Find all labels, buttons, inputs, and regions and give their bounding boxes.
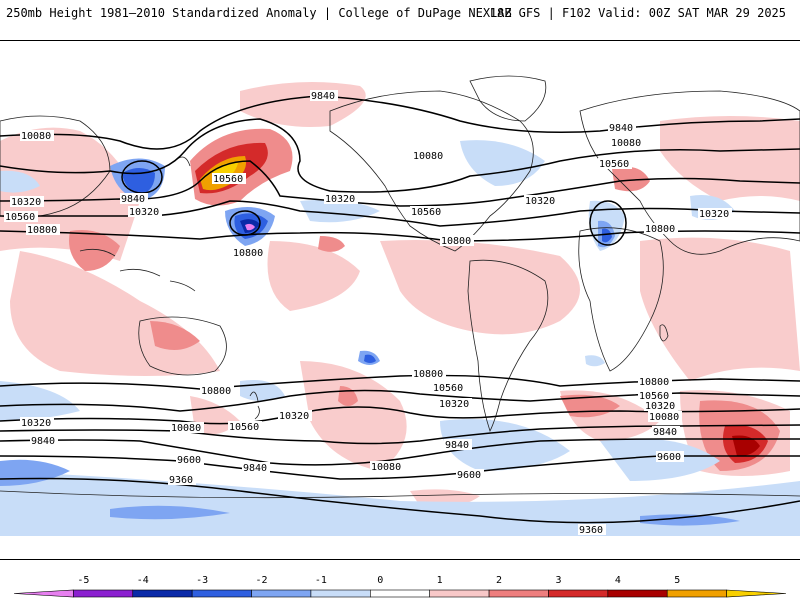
contour-label: 10560 xyxy=(599,159,629,170)
colorbar-swatch xyxy=(251,589,312,598)
contour-label: 9840 xyxy=(121,194,145,205)
contour-label: 9600 xyxy=(457,470,481,481)
contour-label: 10320 xyxy=(129,207,159,218)
anomaly-shading xyxy=(0,82,800,536)
colorbar-swatch xyxy=(548,589,609,598)
contour-label: 10320 xyxy=(21,418,51,429)
colorbar: -5 -4 -3 -2 -1 0 1 2 3 4 5 xyxy=(0,560,800,600)
contour-label: 10800 xyxy=(27,225,57,236)
colorbar-tick-label: 0 xyxy=(377,575,383,586)
contour-label: 10320 xyxy=(325,194,355,205)
colorbar-tick-label: -2 xyxy=(256,575,268,586)
colorbar-tick-label: -5 xyxy=(77,575,89,586)
contour-label: 10320 xyxy=(525,196,555,207)
contour-label: 10080 xyxy=(371,462,401,473)
contour-label: 9840 xyxy=(653,427,677,438)
contour-label: 10560 xyxy=(639,391,669,402)
contour-label: 10320 xyxy=(645,401,675,412)
contour-label: 10320 xyxy=(11,197,41,208)
colorbar-tick-label: 5 xyxy=(674,575,680,586)
colorbar-tick-label: -4 xyxy=(137,575,149,586)
contour-label: 10800 xyxy=(639,377,669,388)
contour-label: 10800 xyxy=(413,369,443,380)
colorbar-tick-label: 3 xyxy=(555,575,561,586)
contour-label: 10320 xyxy=(699,209,729,220)
contour-label: 10560 xyxy=(411,207,441,218)
colorbar-tick-labels: -5 -4 -3 -2 -1 0 1 2 3 4 5 xyxy=(77,575,680,586)
map-title: 250mb Height 1981–2010 Standardized Anom… xyxy=(6,6,512,20)
colorbar-tick-label: 1 xyxy=(437,575,443,586)
colorbar-swatch xyxy=(726,589,787,598)
colorbar-tick-label: 2 xyxy=(496,575,502,586)
colorbar-swatch xyxy=(73,589,134,598)
colorbar-swatch xyxy=(132,589,193,598)
colorbar-swatches xyxy=(13,589,787,598)
colorbar-tick-label: 4 xyxy=(615,575,621,586)
colorbar-swatch xyxy=(13,589,74,598)
contour-label: 9840 xyxy=(31,436,55,447)
contour-label: 9840 xyxy=(311,91,335,102)
contour-label: 10080 xyxy=(649,412,679,423)
contour-label: 9840 xyxy=(445,440,469,451)
colorbar-swatch xyxy=(488,589,549,598)
contour-label: 9360 xyxy=(579,525,603,536)
contour-label: 10320 xyxy=(279,411,309,422)
contour-label: 10560 xyxy=(213,174,243,185)
colorbar-tick-label: -3 xyxy=(196,575,208,586)
contour-label: 10800 xyxy=(441,236,471,247)
contour-labels: 9840 10080 10080 10320 10560 9840 10320 … xyxy=(4,90,732,536)
contour-label: 9360 xyxy=(169,475,193,486)
contour-label: 9840 xyxy=(609,123,633,134)
contour-label: 9600 xyxy=(657,452,681,463)
anomaly-map: 9840 10080 10080 10320 10560 9840 10320 … xyxy=(0,40,800,560)
contour-label: 10320 xyxy=(439,399,469,410)
contour-label: 10080 xyxy=(611,138,641,149)
contour-label: 10560 xyxy=(229,422,259,433)
contour-label: 10080 xyxy=(413,151,443,162)
contour-label: 10800 xyxy=(233,248,263,259)
model-valid-time: 18Z GFS | F102 Valid: 00Z SAT MAR 29 202… xyxy=(489,6,786,20)
contour-label: 10560 xyxy=(5,212,35,223)
contour-label: 10800 xyxy=(201,386,231,397)
colorbar-swatch xyxy=(429,589,490,598)
contour-label: 10560 xyxy=(433,383,463,394)
colorbar-swatch xyxy=(191,589,252,598)
contour-label: 10800 xyxy=(645,224,675,235)
colorbar-swatch xyxy=(666,589,727,598)
colorbar-swatch xyxy=(370,589,430,598)
colorbar-tick-label: -1 xyxy=(315,575,327,586)
contour-label: 9840 xyxy=(243,463,267,474)
contour-label: 10080 xyxy=(171,423,201,434)
contour-label: 10080 xyxy=(21,131,51,142)
contour-label: 9600 xyxy=(177,455,201,466)
colorbar-swatch xyxy=(607,589,668,598)
colorbar-swatch xyxy=(310,589,371,598)
